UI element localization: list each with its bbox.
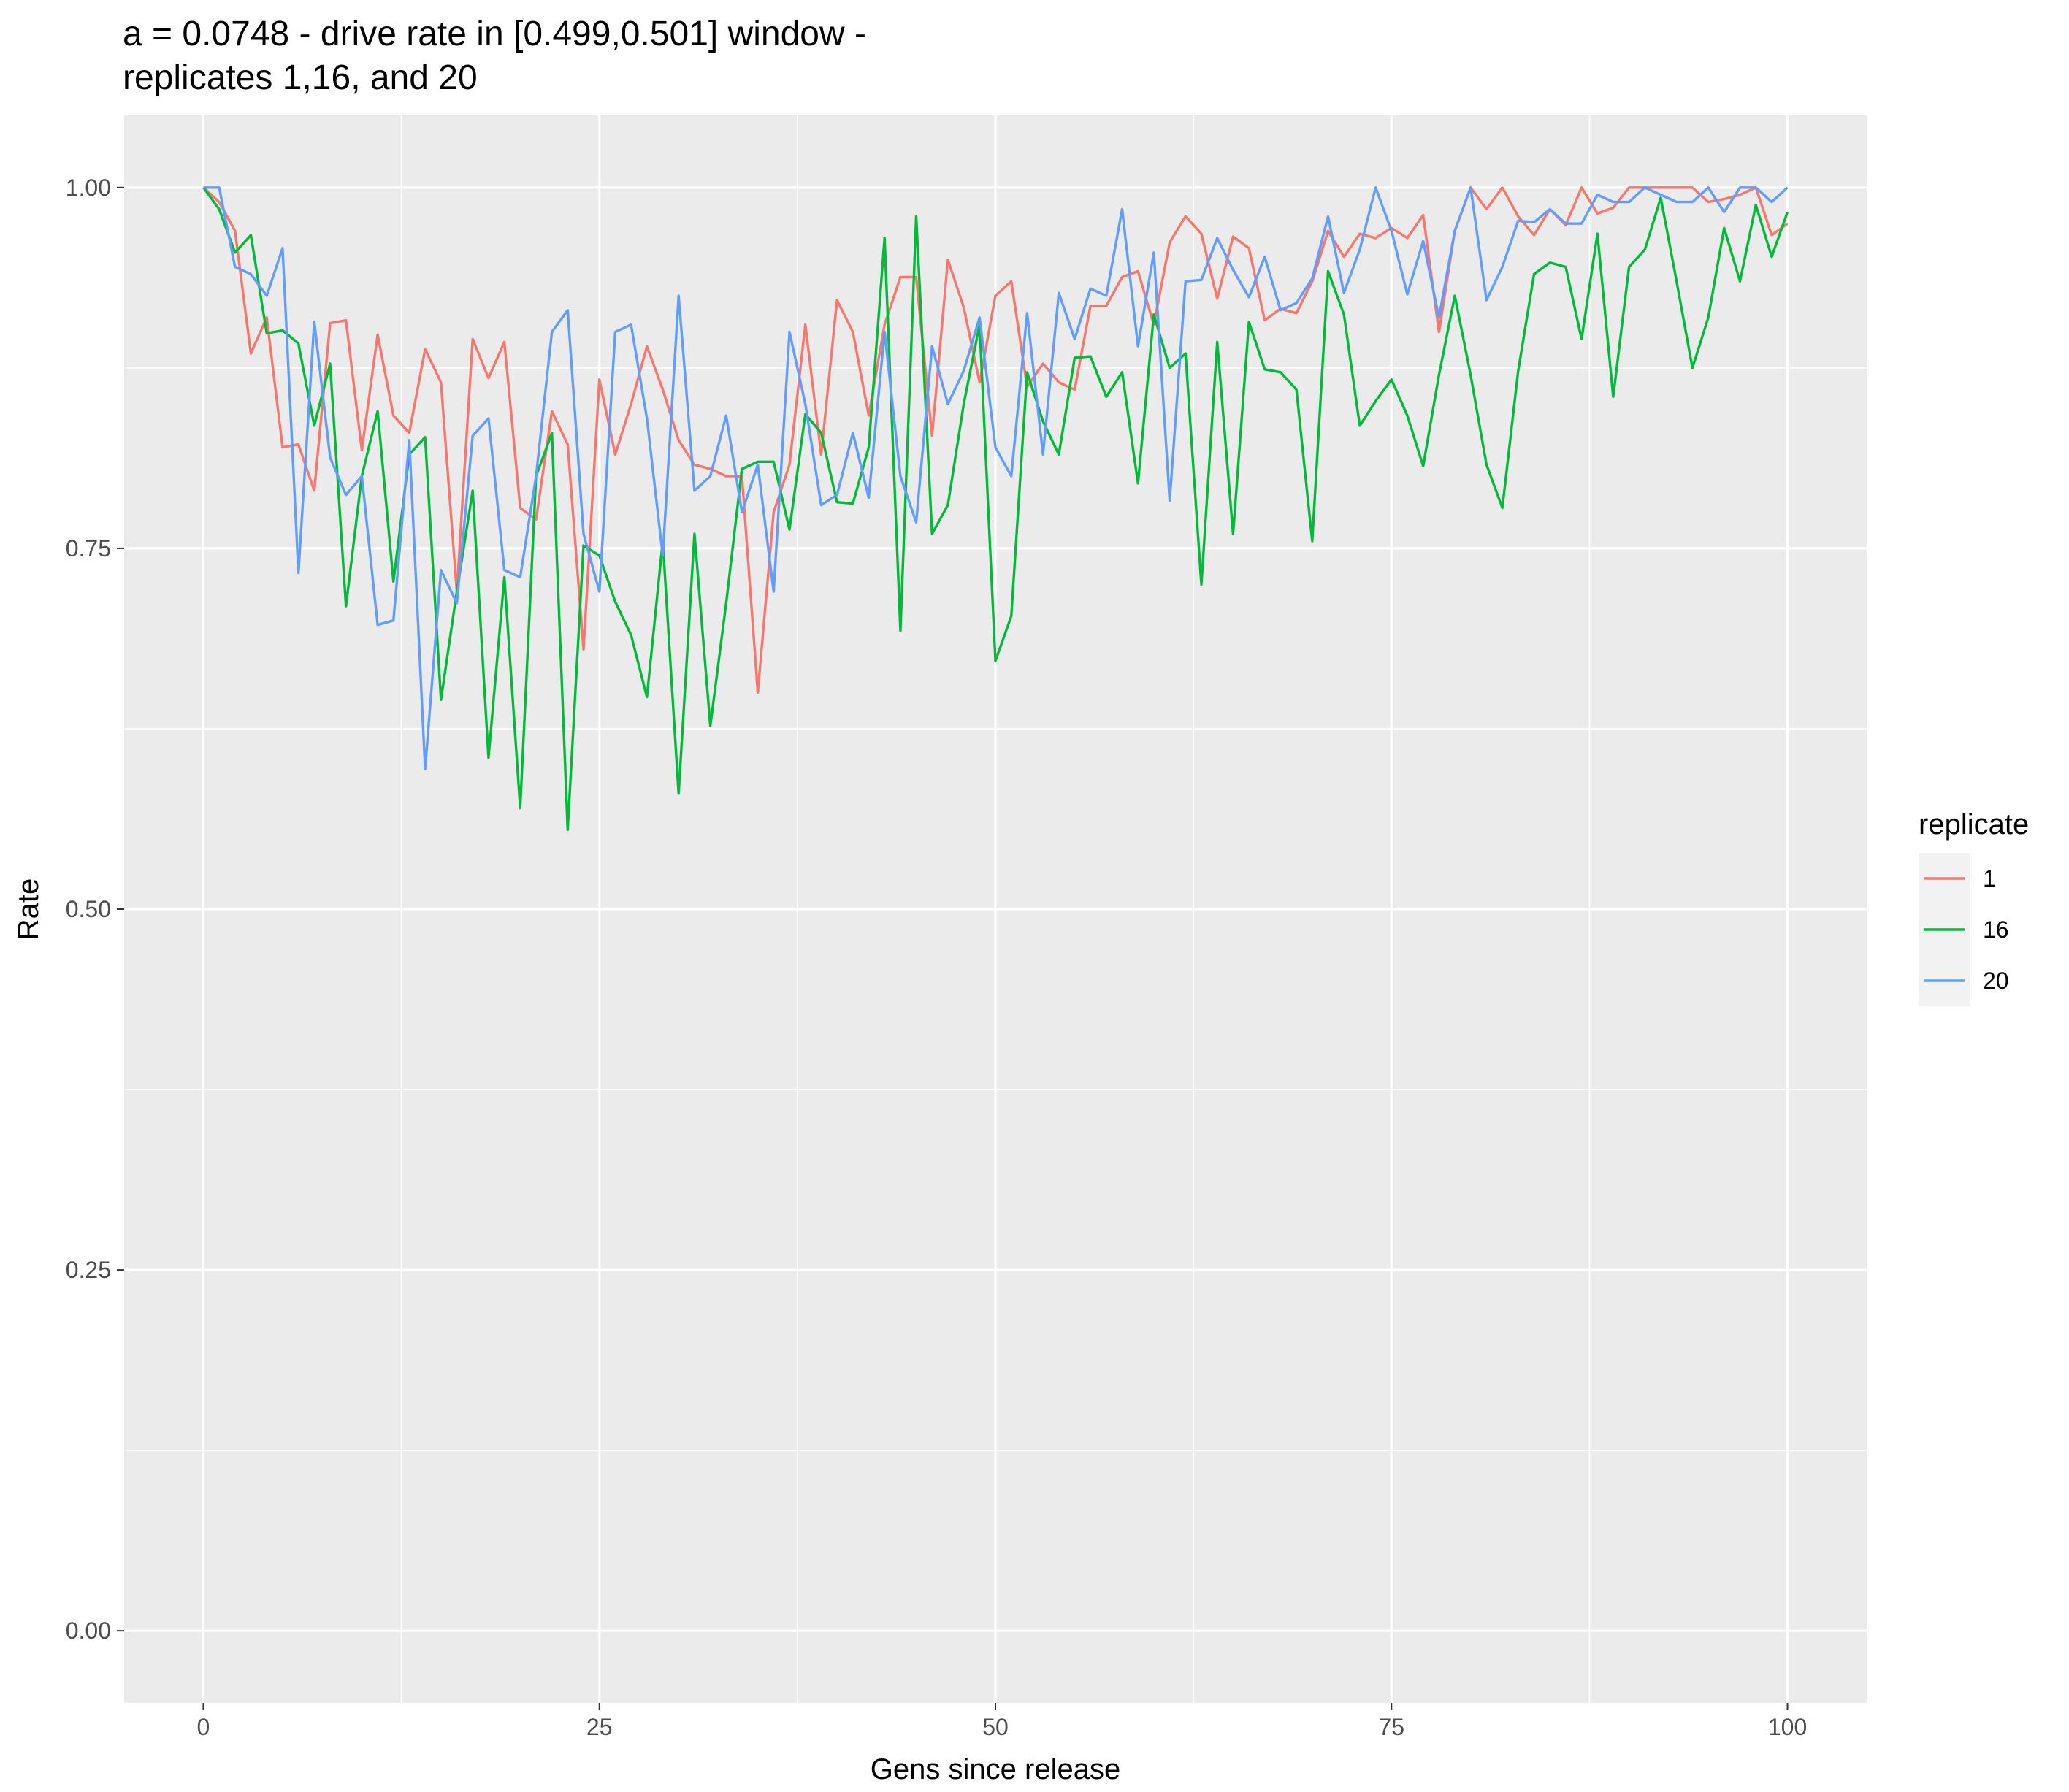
- legend-title: replicate: [1919, 808, 2029, 841]
- legend-label-1: 1: [1983, 865, 1996, 892]
- chart-title-line2: replicates 1,16, and 20: [123, 58, 478, 97]
- x-tick-label: 50: [982, 1714, 1009, 1740]
- legend-label-16: 16: [1983, 916, 2009, 943]
- x-axis-title: Gens since release: [871, 1753, 1120, 1785]
- legend-items: 1 16 20: [1919, 853, 2009, 1006]
- y-tick-label: 0.25: [66, 1257, 111, 1283]
- y-tick-label: 0.50: [66, 896, 111, 922]
- legend-label-20: 20: [1983, 968, 2009, 994]
- major-gridlines: [124, 115, 1867, 1703]
- series-lines: [202, 186, 1789, 832]
- tick-labels: 0 25 50 75 100 0.00 0.25 0.50 0.75 1.00: [66, 175, 1808, 1740]
- legend: replicate 1 16 20: [1919, 808, 2029, 1006]
- x-tick-label: 25: [586, 1714, 613, 1740]
- chart-title-line1: a = 0.0748 - drive rate in [0.499,0.501]…: [123, 15, 866, 53]
- series-line-20: [203, 186, 1789, 771]
- y-tick-label: 0.75: [66, 535, 111, 562]
- x-tick-label: 100: [1768, 1714, 1807, 1740]
- y-axis-title: Rate: [12, 878, 45, 941]
- series-line-16: [202, 186, 1789, 832]
- x-tick-label: 0: [197, 1714, 210, 1740]
- y-tick-label: 0.00: [66, 1617, 111, 1644]
- x-tick-label: 75: [1378, 1714, 1404, 1740]
- series-line-1: [202, 186, 1789, 694]
- y-tick-label: 1.00: [66, 175, 111, 201]
- axis-ticks: [117, 186, 1789, 1710]
